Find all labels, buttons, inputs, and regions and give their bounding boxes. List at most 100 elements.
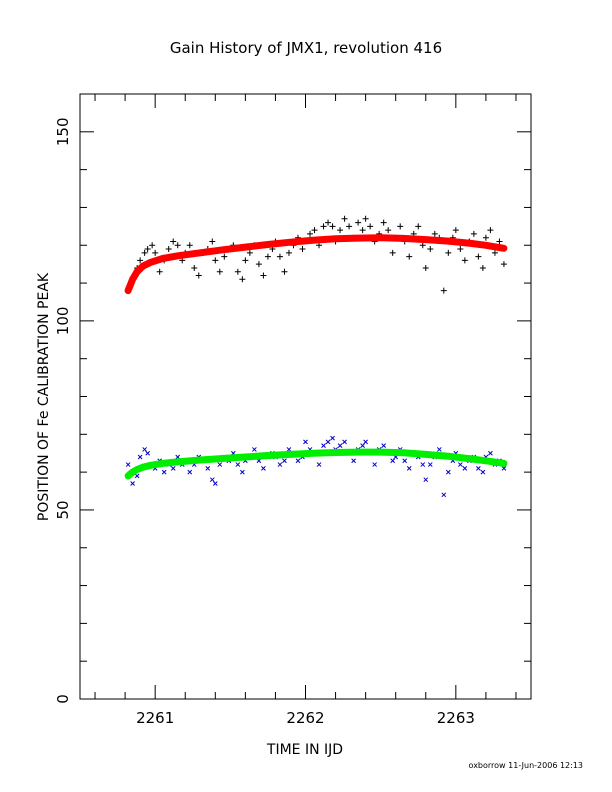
y-tick-label: 100: [54, 307, 72, 336]
cross-point: [363, 439, 368, 445]
plus-point: [260, 272, 267, 279]
plus-point: [246, 249, 253, 256]
cross-point: [441, 492, 447, 498]
cross-point: [137, 454, 143, 460]
plus-point: [445, 249, 452, 256]
plus-point: [380, 219, 387, 226]
cross-point: [134, 473, 140, 479]
cross-point: [390, 458, 396, 464]
plus-point: [470, 230, 477, 237]
plus-point: [242, 257, 249, 264]
cross-point: [360, 443, 365, 449]
plus-point: [431, 230, 438, 237]
cross-point: [316, 462, 322, 467]
plus-point: [281, 268, 288, 275]
plus-point: [475, 253, 482, 260]
plus-point: [264, 253, 271, 260]
plus-point: [165, 246, 172, 253]
plus-point: [479, 264, 486, 271]
plus-point: [311, 227, 318, 234]
cross-point: [342, 439, 347, 445]
cross-point: [217, 462, 223, 467]
plus-point: [212, 257, 219, 264]
plus-point: [496, 238, 503, 245]
cross-point: [170, 465, 176, 471]
plus-point: [419, 242, 426, 249]
plus-point: [452, 227, 459, 234]
cross-point: [476, 465, 481, 471]
footer-stamp: oxborrow 11-Jun-2006 12:13: [469, 761, 583, 770]
plus-point: [337, 227, 344, 234]
cross-point: [277, 462, 283, 467]
plus-point: [156, 268, 163, 275]
plus-point: [500, 261, 507, 268]
cross-point: [480, 469, 486, 475]
cross-point: [212, 481, 218, 486]
cross-point: [125, 462, 131, 467]
plus-point: [170, 238, 177, 245]
fit-line-3: [124, 448, 508, 480]
plus-point: [320, 223, 327, 230]
cross-point: [325, 439, 331, 445]
plus-point: [152, 249, 159, 256]
y-tick-label: 0: [54, 694, 72, 704]
cross-point: [235, 462, 241, 467]
plus-point: [276, 253, 283, 260]
plus-point: [461, 257, 468, 264]
plus-point: [491, 249, 498, 256]
fit-line-2: [124, 234, 508, 295]
y-axis-label: POSITION OF Fe CALIBRATION PEAK: [36, 272, 52, 521]
x-tick-label: 2263: [437, 709, 475, 727]
cross-point: [161, 469, 167, 475]
plus-point: [209, 238, 216, 245]
plus-point: [191, 264, 198, 271]
cross-point: [209, 477, 215, 483]
chart-title: Gain History of JMX1, revolution 416: [170, 39, 442, 57]
plus-point: [389, 249, 396, 256]
plus-point: [299, 246, 306, 253]
cross-point: [436, 447, 442, 452]
cross-point: [427, 462, 433, 467]
plus-point: [141, 249, 148, 256]
plot-area: [124, 215, 508, 498]
cross-point: [330, 435, 335, 441]
plus-point: [195, 272, 202, 279]
cross-point: [501, 465, 507, 471]
cross-point: [337, 443, 343, 449]
plus-point: [149, 242, 156, 249]
cross-point: [261, 465, 266, 471]
y-axis: 0 50 100 150: [54, 93, 531, 704]
x-tick-label: 2262: [286, 709, 324, 727]
cross-point: [423, 477, 429, 483]
cross-point: [295, 458, 301, 464]
x-axis: 2261 2262 2263: [94, 94, 517, 727]
plus-point: [397, 223, 404, 230]
plus-point: [415, 223, 422, 230]
y-tick-label: 50: [54, 500, 72, 519]
cross-point: [282, 458, 287, 464]
cross-point: [130, 481, 135, 486]
cross-point: [445, 469, 451, 475]
plus-point: [346, 223, 353, 230]
cross-point: [205, 465, 211, 471]
plus-point: [307, 230, 314, 237]
plus-point: [255, 261, 262, 268]
cross-point: [142, 447, 147, 452]
cross-point: [488, 450, 493, 456]
plus-point: [285, 249, 292, 256]
cross-point: [145, 450, 151, 456]
cross-point: [372, 462, 378, 467]
plus-point: [216, 268, 223, 275]
cross-point: [420, 462, 426, 467]
x-axis-label: TIME IN IJD: [266, 742, 343, 758]
plus-point: [329, 223, 336, 230]
plus-point: [487, 227, 494, 234]
plus-point: [440, 287, 447, 294]
plus-point: [359, 227, 366, 234]
x-tick-label: 2261: [136, 709, 174, 727]
plus-point: [221, 253, 228, 260]
plus-point: [385, 227, 392, 234]
plus-point: [239, 276, 246, 283]
plus-point: [427, 246, 434, 253]
cross-point: [252, 447, 257, 452]
